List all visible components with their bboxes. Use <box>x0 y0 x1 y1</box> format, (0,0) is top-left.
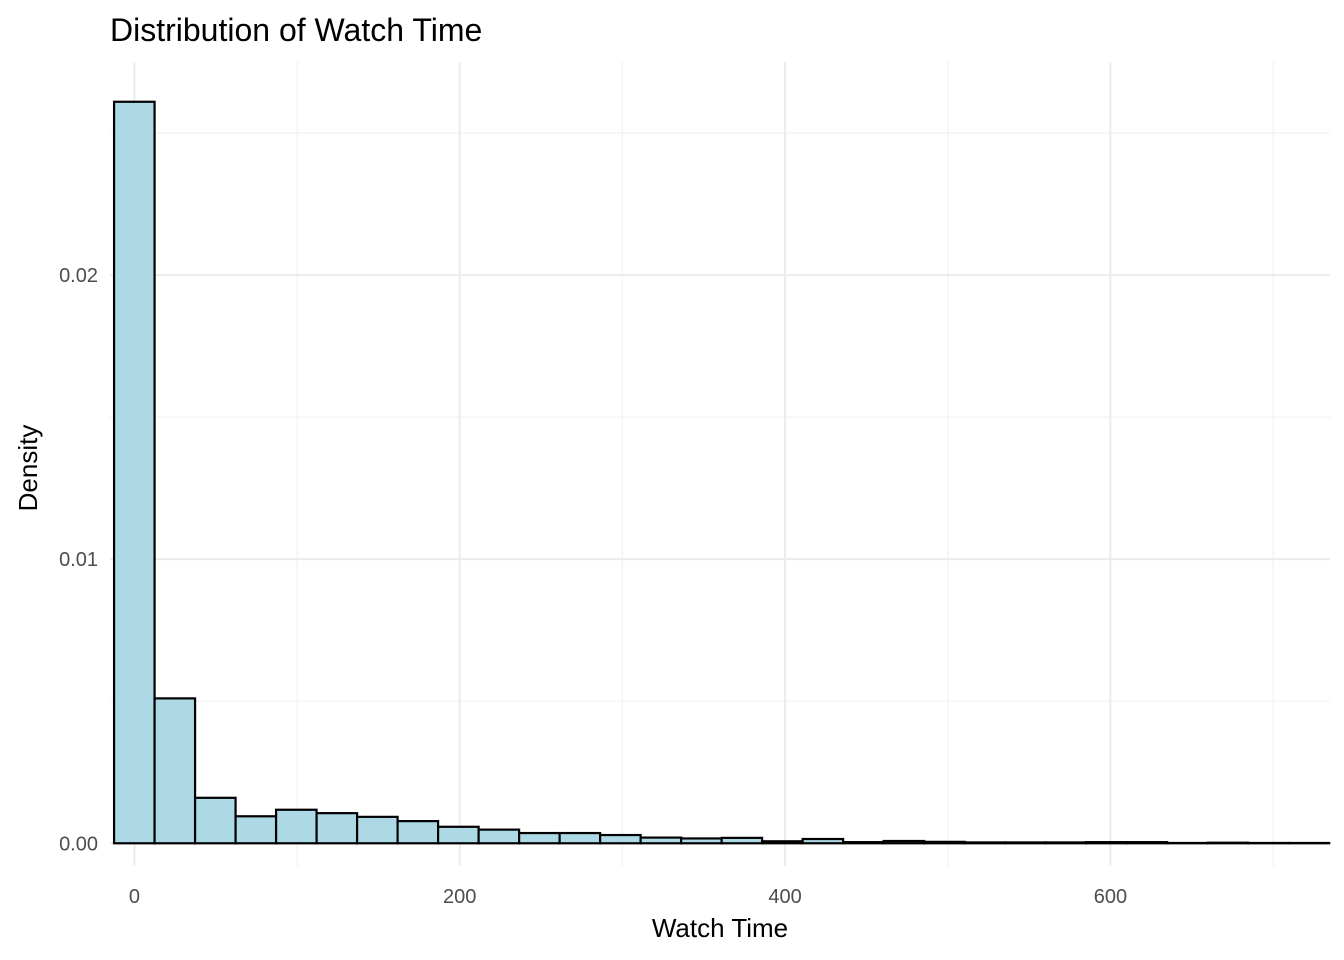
histogram-bar <box>639 836 683 845</box>
histogram-bar <box>720 836 764 845</box>
y-axis-ticks: 0.00 0.01 0.02 <box>59 265 98 855</box>
histogram-bar <box>436 825 480 845</box>
histogram-bar <box>761 840 804 845</box>
x-axis-ticks: 0 200 400 600 <box>129 886 1127 908</box>
histogram-bar <box>153 697 197 845</box>
x-tick-label: 400 <box>768 886 801 908</box>
histogram-bar <box>842 841 885 845</box>
x-axis-label: Watch Time <box>652 913 788 943</box>
histogram-bar <box>923 840 966 845</box>
x-tick-label: 200 <box>443 886 476 908</box>
histogram-bar <box>882 839 926 845</box>
y-axis-label: Density <box>13 425 43 512</box>
histogram-bar <box>355 815 399 845</box>
histogram-bar <box>193 796 237 845</box>
histogram-bar <box>1206 841 1250 845</box>
histogram-bar <box>963 841 1007 845</box>
y-tick-label: 0.02 <box>59 265 98 287</box>
histogram-bar <box>1085 841 1128 845</box>
histogram-bar <box>112 100 156 845</box>
histogram-bar <box>274 808 318 845</box>
histogram-bar <box>234 815 278 845</box>
histogram-bar <box>1004 841 1047 845</box>
y-tick-label: 0.00 <box>59 833 98 855</box>
histogram-bar <box>801 837 845 845</box>
histogram-bar <box>477 828 521 845</box>
histogram-bar <box>315 812 359 845</box>
histogram-bar <box>1125 841 1169 845</box>
y-tick-label: 0.01 <box>59 549 98 571</box>
chart-title: Distribution of Watch Time <box>110 12 482 48</box>
histogram-bar <box>396 820 440 845</box>
histogram-bar <box>558 831 602 845</box>
grid <box>110 62 1330 866</box>
histogram-bar <box>518 831 561 845</box>
histogram-bars <box>112 100 1331 845</box>
x-tick-label: 0 <box>129 886 140 908</box>
x-tick-label: 600 <box>1094 886 1127 908</box>
histogram-bar <box>599 833 642 845</box>
histogram-bar <box>680 837 723 845</box>
histogram-bar <box>1044 841 1088 845</box>
